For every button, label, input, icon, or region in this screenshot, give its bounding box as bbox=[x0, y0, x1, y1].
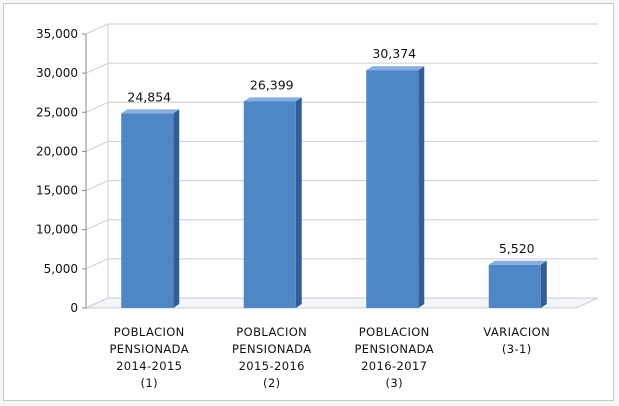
y-tick-label: 30,000 bbox=[36, 66, 78, 80]
bar-3 bbox=[488, 260, 547, 308]
bar-front bbox=[243, 101, 296, 308]
bar-side bbox=[295, 97, 302, 308]
category-label-line: PENSIONADA bbox=[232, 342, 312, 356]
bar-side bbox=[540, 260, 547, 308]
y-tick-label: 35,000 bbox=[36, 27, 78, 41]
category-label-line: VARIACION bbox=[483, 325, 550, 339]
y-tick-label: 15,000 bbox=[36, 184, 78, 198]
bar-front bbox=[366, 70, 419, 309]
category-label-line: (1) bbox=[141, 376, 159, 390]
bar-front bbox=[121, 113, 174, 309]
category-label-line: PENSIONADA bbox=[109, 342, 189, 356]
gridline-wall-2 bbox=[85, 219, 109, 231]
chart-frame: 0 5,000 10,000 15,000 20,000 25,000 30,000 35,0… bbox=[3, 3, 614, 401]
gridline-wall-7 bbox=[85, 23, 109, 35]
gridline-wall-4 bbox=[85, 140, 109, 152]
category-label-1: POBLACION PENSIONADA 2015-2016 (2) bbox=[232, 325, 312, 390]
category-labels: POBLACION PENSIONADA 2014-2015 (1)POBLACION… bbox=[109, 325, 550, 390]
category-label-line: 2015-2016 bbox=[239, 359, 305, 373]
data-label-2: 30,374 bbox=[372, 46, 416, 61]
category-label-line: 2014-2015 bbox=[116, 359, 182, 373]
category-label-3: VARIACION (3-1) bbox=[483, 325, 550, 356]
bar-top bbox=[121, 109, 180, 114]
category-label-2: POBLACION PENSIONADA 2016-2017 (3) bbox=[354, 325, 434, 390]
y-tick-label: 0 bbox=[70, 301, 78, 315]
bar-top bbox=[366, 66, 425, 71]
gridline-wall-3 bbox=[85, 180, 109, 192]
y-tick-label: 5,000 bbox=[44, 262, 78, 276]
gridline-wall-6 bbox=[85, 62, 109, 74]
category-label-line: POBLACION bbox=[359, 325, 430, 339]
gridline-wall-5 bbox=[85, 101, 109, 113]
bar-top bbox=[243, 97, 302, 102]
category-label-line: PENSIONADA bbox=[354, 342, 434, 356]
data-label-0: 24,854 bbox=[127, 89, 171, 104]
y-tick-label: 25,000 bbox=[36, 105, 78, 119]
gridline-wall-1 bbox=[85, 258, 109, 270]
bars bbox=[121, 66, 547, 309]
category-label-line: (2) bbox=[263, 376, 281, 390]
category-label-line: POBLACION bbox=[114, 325, 185, 339]
bar-side bbox=[173, 109, 180, 309]
bar-top bbox=[488, 260, 547, 265]
category-label-0: POBLACION PENSIONADA 2014-2015 (1) bbox=[109, 325, 189, 390]
y-tick-label: 20,000 bbox=[36, 144, 78, 158]
bar-2 bbox=[366, 66, 425, 309]
category-label-line: (3) bbox=[386, 376, 404, 390]
bar-1 bbox=[243, 97, 302, 308]
data-labels: 24,854 26,399 30,374 5,520 bbox=[127, 46, 534, 256]
y-tick-labels: 0 5,000 10,000 15,000 20,000 25,000 30,000 35,0… bbox=[36, 27, 78, 315]
bar-side bbox=[418, 66, 425, 308]
category-label-line: (3-1) bbox=[502, 342, 532, 356]
category-label-line: 2016-2017 bbox=[361, 359, 427, 373]
data-label-1: 26,399 bbox=[250, 77, 294, 92]
y-tick-label: 10,000 bbox=[36, 223, 78, 237]
bar-0 bbox=[121, 109, 180, 309]
data-label-3: 5,520 bbox=[499, 241, 535, 256]
bar-front bbox=[488, 264, 541, 308]
bar-chart: 0 5,000 10,000 15,000 20,000 25,000 30,000 35,0… bbox=[36, 23, 599, 390]
category-label-line: POBLACION bbox=[236, 325, 307, 339]
